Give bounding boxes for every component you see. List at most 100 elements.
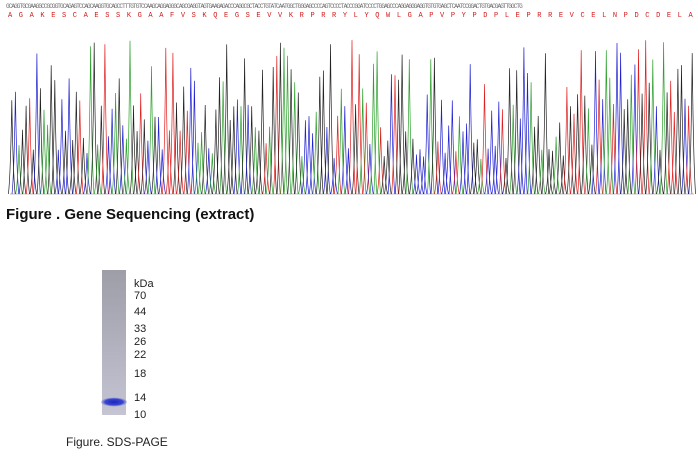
marker-label-10: 10: [134, 409, 147, 421]
trace-peak-T: [136, 93, 145, 195]
trace-peak-C: [244, 104, 252, 195]
trace-peak-C: [613, 42, 621, 195]
marker-label-44: 44: [134, 306, 147, 318]
trace-peak-G: [215, 77, 224, 195]
trace-peak-A: [93, 144, 102, 195]
trace-peak-C: [54, 149, 63, 195]
trace-peak-A: [111, 92, 120, 195]
trace-peak-A: [369, 63, 378, 195]
trace-peak-T: [101, 44, 109, 195]
trace-peak-G: [115, 78, 123, 195]
trace-peak-G: [8, 100, 16, 195]
sequencing-caption: Figure . Gene Sequencing (extract): [6, 206, 255, 223]
trace-peak-T: [176, 130, 184, 195]
trace-peak-G: [545, 149, 553, 195]
trace-peak-A: [15, 145, 23, 195]
trace-peak-A: [358, 88, 367, 195]
trace-peak-C: [205, 148, 213, 195]
trace-peak-C: [104, 136, 113, 195]
trace-peak-C: [187, 67, 195, 195]
trace-peak-T: [391, 75, 399, 195]
marker-label-33: 33: [134, 323, 147, 335]
trace-peak-C: [387, 74, 396, 195]
amino-acid-sequence: A G A K E S C A E S S K G A A F V S K Q …: [8, 12, 694, 20]
trace-peak-C: [520, 47, 528, 195]
trace-peak-C: [484, 148, 492, 195]
trace-peak-C: [308, 133, 317, 195]
trace-peak-A: [312, 111, 320, 195]
trace-peak-T: [434, 141, 442, 195]
trace-peak-T: [670, 111, 679, 195]
trace-peak-G: [172, 102, 181, 195]
trace-peak-C: [681, 98, 689, 195]
trace-peak-G: [656, 149, 664, 195]
trace-peak-T: [355, 54, 363, 195]
trace-peak-G: [179, 86, 188, 195]
trace-peak-G: [534, 115, 542, 195]
trace-peak-G: [276, 42, 285, 195]
trace-peak-G: [638, 93, 646, 195]
trace-peak-G: [548, 150, 557, 195]
trace-peak-G: [255, 130, 263, 195]
trace-peak-G: [201, 104, 209, 195]
trace-peak-A: [477, 158, 485, 195]
trace-peak-C: [631, 64, 639, 195]
trace-peak-G: [473, 139, 482, 195]
trace-peak-A: [40, 109, 48, 195]
trace-peak-G: [502, 157, 510, 195]
trace-peak-A: [455, 116, 464, 195]
trace-peak-T: [666, 80, 675, 195]
sequencing-chromatogram: [8, 40, 696, 195]
kda-unit-label: kDa: [134, 278, 154, 290]
trace-peak-G: [72, 91, 81, 195]
trace-peak-G: [559, 155, 568, 195]
trace-peak-C: [323, 126, 331, 195]
trace-peak-G: [512, 70, 521, 195]
trace-peak-A: [606, 77, 614, 195]
trace-peak-A: [427, 59, 435, 195]
trace-peak-A: [194, 142, 202, 195]
trace-peak-A: [298, 156, 306, 195]
trace-peak-A: [43, 124, 52, 195]
trace-peak-G: [90, 42, 98, 195]
trace-peak-T: [684, 105, 693, 195]
trace-peak-T: [273, 55, 281, 195]
trace-peak-A: [237, 106, 245, 195]
trace-peak-C: [441, 152, 449, 195]
trace-peak-G: [287, 69, 295, 195]
trace-peak-A: [290, 82, 299, 195]
trace-peak-T: [348, 40, 356, 195]
trace-peak-G: [505, 68, 514, 195]
trace-peak-G: [573, 94, 582, 195]
trace-peak-A: [337, 88, 346, 195]
trace-peak-G: [61, 130, 70, 195]
trace-peak-G: [645, 82, 653, 195]
trace-peak-A: [627, 74, 636, 195]
trace-peak-G: [688, 53, 696, 195]
trace-peak-G: [541, 53, 550, 195]
trace-peak-G: [29, 149, 38, 195]
sds-page-gel-lane: [101, 270, 127, 415]
trace-peak-C: [33, 53, 41, 195]
trace-peak-C: [144, 140, 152, 195]
dna-sequence: GCAGGTGCGAAGGCCGCGGTGCAGAGTCCAGCAAGGTGCA…: [6, 3, 523, 10]
trace-peak-C: [344, 148, 353, 195]
trace-peak-A: [126, 40, 134, 195]
trace-peak-A: [509, 104, 517, 195]
trace-peak-G: [351, 104, 360, 195]
gel-lane-background: [102, 270, 126, 415]
trace-peak-G: [133, 131, 141, 195]
trace-peak-A: [197, 132, 206, 195]
trace-peak-G: [555, 122, 564, 195]
trace-peak-G: [384, 140, 392, 195]
trace-peak-A: [147, 66, 156, 195]
trace-peak-G: [294, 92, 303, 195]
trace-peak-G: [401, 131, 410, 195]
trace-peak-G: [380, 156, 388, 195]
trace-peak-C: [419, 156, 428, 195]
marker-label-70: 70: [134, 290, 147, 302]
trace-peak-C: [366, 143, 374, 195]
trace-peak-G: [470, 142, 478, 195]
trace-peak-A: [86, 46, 95, 195]
trace-peak-G: [68, 139, 77, 195]
